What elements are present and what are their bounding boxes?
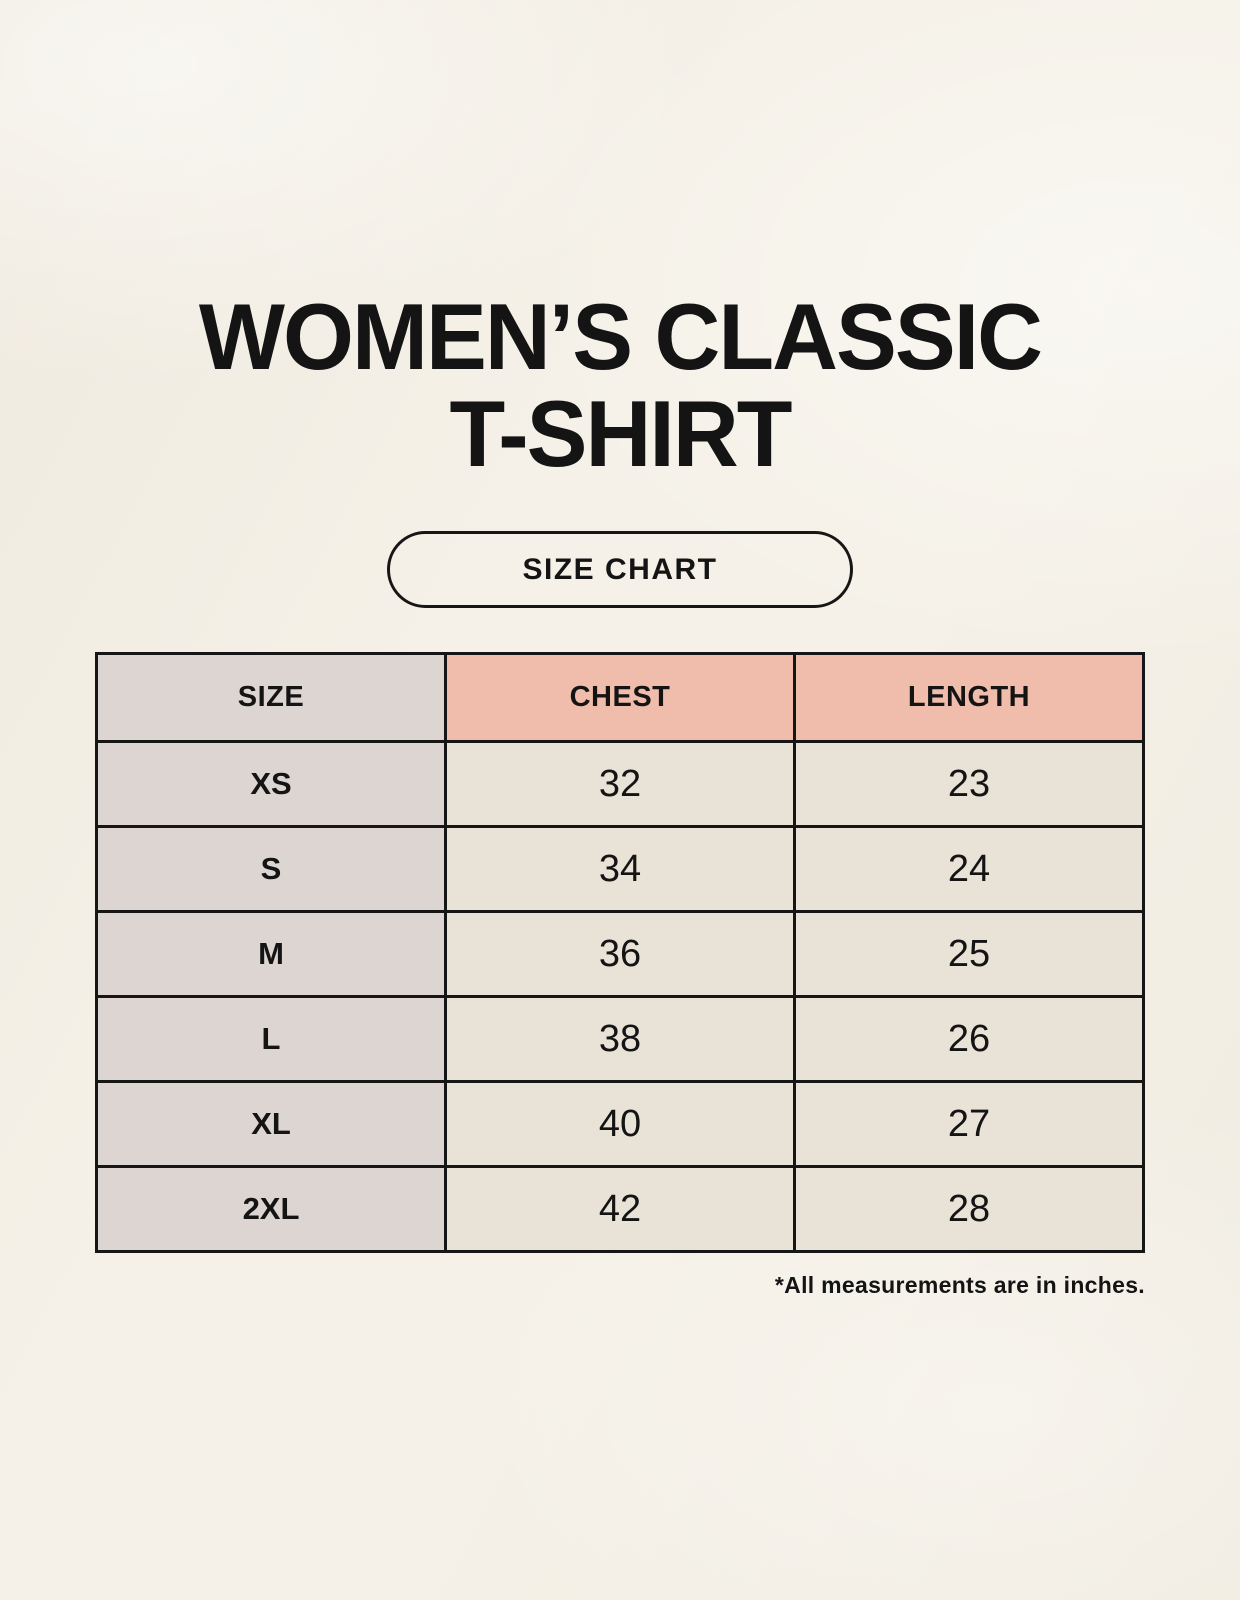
size-chart-button-label: SIZE CHART	[522, 552, 718, 586]
size-cell: S	[95, 825, 447, 913]
table-row-xs: XS 32 23	[95, 740, 1145, 828]
size-chart-table: SIZE CHEST LENGTH XS 32 23 S 34 24 M 36 …	[95, 652, 1145, 1253]
length-cell: 28	[793, 1165, 1145, 1253]
size-cell: L	[95, 995, 447, 1083]
chest-cell: 42	[444, 1165, 796, 1253]
measurements-footnote: *All measurements are in inches.	[774, 1272, 1145, 1298]
chest-cell: 32	[444, 740, 796, 828]
table-row-m: M 36 25	[95, 910, 1145, 998]
page-title-line-2: T-SHIRT	[449, 381, 792, 486]
table-row-l: L 38 26	[95, 995, 1145, 1083]
table-row-s: S 34 24	[95, 825, 1145, 913]
table-row-2xl: 2XL 42 28	[95, 1165, 1145, 1253]
size-cell: M	[95, 910, 447, 998]
length-cell: 27	[793, 1080, 1145, 1168]
table-row-xl: XL 40 27	[95, 1080, 1145, 1168]
column-header-chest: CHEST	[444, 652, 796, 743]
column-header-length: LENGTH	[793, 652, 1145, 743]
length-cell: 25	[793, 910, 1145, 998]
size-cell: XL	[95, 1080, 447, 1168]
table-header-row: SIZE CHEST LENGTH	[95, 652, 1145, 743]
chest-cell: 36	[444, 910, 796, 998]
size-chart-button[interactable]: SIZE CHART	[387, 531, 853, 608]
page-title-line-1: WOMEN’S CLASSIC	[198, 284, 1043, 389]
chest-cell: 34	[444, 825, 796, 913]
column-header-size: SIZE	[95, 652, 447, 743]
page-title: WOMEN’S CLASSIC T-SHIRT	[19, 288, 1222, 482]
length-cell: 23	[793, 740, 1145, 828]
size-cell: XS	[95, 740, 447, 828]
length-cell: 26	[793, 995, 1145, 1083]
chest-cell: 38	[444, 995, 796, 1083]
size-cell: 2XL	[95, 1165, 447, 1253]
length-cell: 24	[793, 825, 1145, 913]
chest-cell: 40	[444, 1080, 796, 1168]
